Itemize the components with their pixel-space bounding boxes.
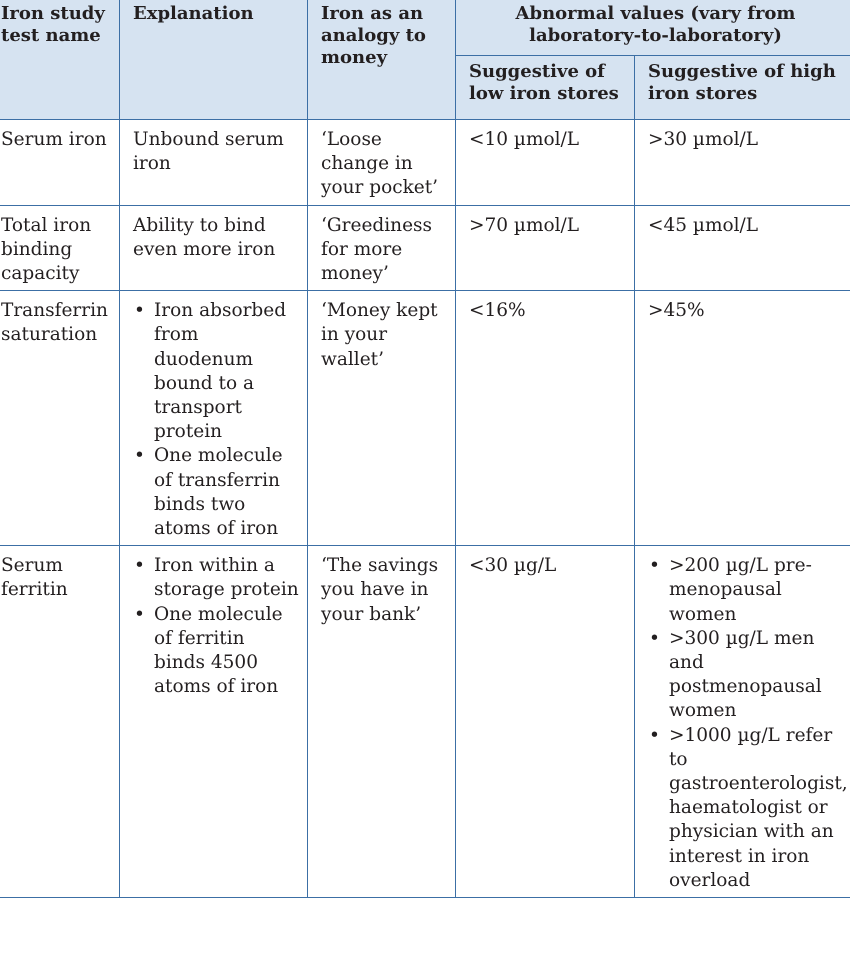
cell-high-value: >30 µmol/L [633,119,850,206]
cell-high-value: >200 µg/L pre-menopausal women >300 µg/L… [633,545,850,899]
header-low-iron: Suggestive of low iron stores [455,55,635,120]
list-item: One molecule of ferritin binds 4500 atom… [133,603,301,700]
cell-explanation: Ability to bind even more iron [119,204,308,292]
table-row: Transferrin saturation Iron absorbed fro… [0,290,850,547]
list-item: One molecule of transferrin binds two at… [133,444,301,541]
cell-low-value: <30 µg/L [455,545,635,899]
list-item: Iron absorbed from duodenum bound to a t… [133,299,301,444]
iron-studies-table: Iron study test name Explanation Iron as… [0,0,850,898]
table-body: Serum iron Unbound serum iron ‘Loose cha… [0,119,850,899]
list-item: >1000 µg/L refer to gastroenterologist, … [648,724,848,893]
header-abnormal-values: Abnormal values (vary from laboratory-to… [454,0,850,56]
cell-test-name: Serum ferritin [0,545,120,899]
cell-explanation: Iron within a storage protein One molecu… [119,545,308,899]
header-high-iron: Suggestive of high iron stores [633,55,850,120]
cell-test-name: Total iron binding capacity [0,204,120,292]
cell-analogy: ‘Loose change in your pocket’ [307,119,456,206]
cell-low-value: <10 µmol/L [455,119,635,206]
table-row: Serum iron Unbound serum iron ‘Loose cha… [0,119,850,206]
cell-explanation: Unbound serum iron [119,119,308,206]
header-explanation: Explanation [119,0,308,120]
cell-explanation: Iron absorbed from duodenum bound to a t… [119,290,308,547]
cell-low-value: >70 µmol/L [455,204,635,292]
cell-high-value: <45 µmol/L [633,204,850,292]
explanation-list: Iron absorbed from duodenum bound to a t… [133,299,301,541]
cell-low-value: <16% [455,290,635,547]
table-row: Serum ferritin Iron within a storage pro… [0,545,850,899]
header-analogy: Iron as an analogy to money [307,0,456,120]
cell-high-value: >45% [633,290,850,547]
list-item: Iron within a storage protein [133,554,301,602]
cell-test-name: Transferrin saturation [0,290,120,547]
cell-test-name: Serum iron [0,119,120,206]
cell-analogy: ‘The savings you have in your bank’ [307,545,456,899]
list-item: >200 µg/L pre-menopausal women [648,554,844,627]
header-test-name: Iron study test name [0,0,120,120]
table-header: Iron study test name Explanation Iron as… [0,0,850,120]
cell-analogy: ‘Greediness for more money’ [307,204,456,292]
explanation-list: Iron within a storage protein One molecu… [133,554,301,699]
table-row: Total iron binding capacity Ability to b… [0,204,850,292]
high-values-list: >200 µg/L pre-menopausal women >300 µg/L… [648,554,848,893]
cell-analogy: ‘Money kept in your wallet’ [307,290,456,547]
list-item: >300 µg/L men and postmenopausal women [648,627,844,724]
